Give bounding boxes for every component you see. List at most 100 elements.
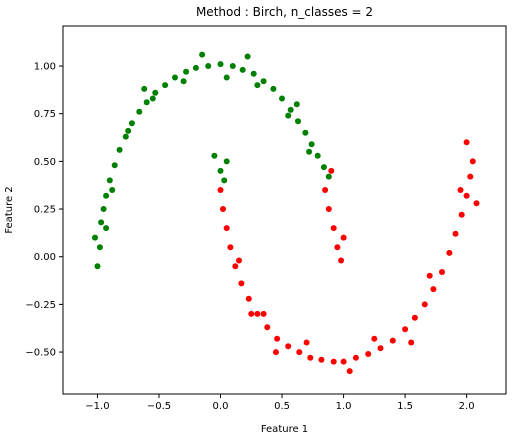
scatter-point xyxy=(377,345,384,352)
scatter-point xyxy=(371,335,378,342)
scatter-point xyxy=(285,112,292,119)
scatter-point xyxy=(274,335,281,342)
chart-title: Method : Birch, n_classes = 2 xyxy=(196,5,373,19)
x-tick-label: −1.0 xyxy=(85,401,109,412)
x-tick-label: 1.5 xyxy=(397,401,413,412)
y-tick-label: −0.25 xyxy=(25,300,56,311)
scatter-point xyxy=(205,63,212,69)
scatter-point xyxy=(100,206,107,212)
x-axis-ticks: −1.0 −0.5 0.0 0.5 1.0 1.5 2.0 xyxy=(85,394,475,412)
scatter-point xyxy=(223,74,230,81)
scatter-point xyxy=(463,192,470,199)
scatter-point xyxy=(143,99,150,106)
x-tick-label: −0.5 xyxy=(147,401,171,412)
scatter-point xyxy=(452,230,459,237)
y-tick-label: −0.50 xyxy=(25,348,56,359)
scatter-point xyxy=(365,351,372,357)
scatter-point xyxy=(232,263,239,270)
y-tick-label: 1.00 xyxy=(34,62,56,73)
scatter-point xyxy=(260,78,267,85)
scatter-point xyxy=(172,74,178,81)
scatter-point xyxy=(152,89,159,96)
scatter-point xyxy=(199,51,206,58)
scatter-point xyxy=(254,82,261,89)
scatter-point xyxy=(245,295,252,302)
scatter-point xyxy=(111,162,118,169)
scatter-point xyxy=(430,286,437,293)
scatter-point xyxy=(320,164,327,171)
scatter-point xyxy=(272,349,279,356)
scatter-point xyxy=(457,187,464,193)
scatter-point xyxy=(122,133,129,140)
scatter-point xyxy=(229,63,236,69)
scatter-point xyxy=(330,225,337,232)
scatter-point xyxy=(217,167,224,174)
scatter-point xyxy=(141,85,148,92)
y-tick-label: 0.75 xyxy=(34,109,56,120)
scatter-point xyxy=(220,206,226,212)
scatter-point xyxy=(192,64,199,71)
scatter-point xyxy=(211,152,218,159)
scatter-point xyxy=(94,263,101,270)
scatter-point xyxy=(458,211,465,218)
scatter-point xyxy=(389,337,396,344)
x-tick-label: 0.0 xyxy=(213,401,229,412)
scatter-point xyxy=(236,257,242,264)
scatter-point xyxy=(227,244,234,251)
scatter-point xyxy=(446,249,453,256)
scatter-point xyxy=(325,206,332,212)
scatter-points xyxy=(92,51,480,375)
scatter-point xyxy=(287,106,294,113)
scatter-point xyxy=(109,187,116,193)
y-tick-label: 0.50 xyxy=(34,157,56,168)
scatter-point xyxy=(180,78,187,85)
scatter-point xyxy=(421,301,428,308)
scatter-point xyxy=(469,158,476,165)
scatter-point xyxy=(264,324,271,331)
scatter-point xyxy=(96,244,103,251)
plot-area xyxy=(62,25,507,395)
scatter-point xyxy=(254,310,261,317)
scatter-point xyxy=(103,225,110,232)
scatter-point xyxy=(223,158,230,165)
scatter-point xyxy=(411,314,418,321)
scatter-point xyxy=(463,139,470,146)
scatter-point xyxy=(270,85,277,92)
scatter-point xyxy=(325,173,332,180)
scatter-point xyxy=(162,82,169,89)
scatter-point xyxy=(128,120,135,127)
scatter-point xyxy=(308,141,315,148)
y-tick-label: 0.00 xyxy=(34,252,56,263)
x-tick-label: 2.0 xyxy=(459,401,475,412)
scatter-point xyxy=(473,200,480,207)
scatter-point xyxy=(307,354,314,361)
scatter-point xyxy=(293,101,300,108)
scatter-point xyxy=(334,244,341,251)
x-tick-label: 1.0 xyxy=(336,401,352,412)
scatter-point xyxy=(106,177,113,184)
scatter-point xyxy=(306,148,313,155)
scatter-point xyxy=(426,272,433,279)
scatter-point xyxy=(338,257,345,264)
scatter-point xyxy=(303,339,310,346)
scatter-point xyxy=(217,61,224,68)
scatter-point xyxy=(238,280,245,287)
scatter-point xyxy=(296,349,303,356)
scatter-point xyxy=(322,187,329,193)
scatter-point xyxy=(302,129,309,136)
scatter-point xyxy=(103,192,110,199)
scatter-point xyxy=(279,95,285,102)
x-axis-label: Feature 1 xyxy=(261,424,308,435)
scatter-point xyxy=(314,152,321,159)
scatter-point xyxy=(183,68,190,75)
scatter-point xyxy=(260,310,267,317)
scatter-point xyxy=(295,118,301,125)
y-axis-label: Feature 2 xyxy=(4,186,15,233)
scatter-point xyxy=(248,310,255,317)
scatter-point xyxy=(340,234,347,241)
scatter-point xyxy=(98,219,105,226)
scatter-point xyxy=(149,95,156,102)
scatter-point xyxy=(223,225,230,232)
scatter-point xyxy=(340,358,347,365)
